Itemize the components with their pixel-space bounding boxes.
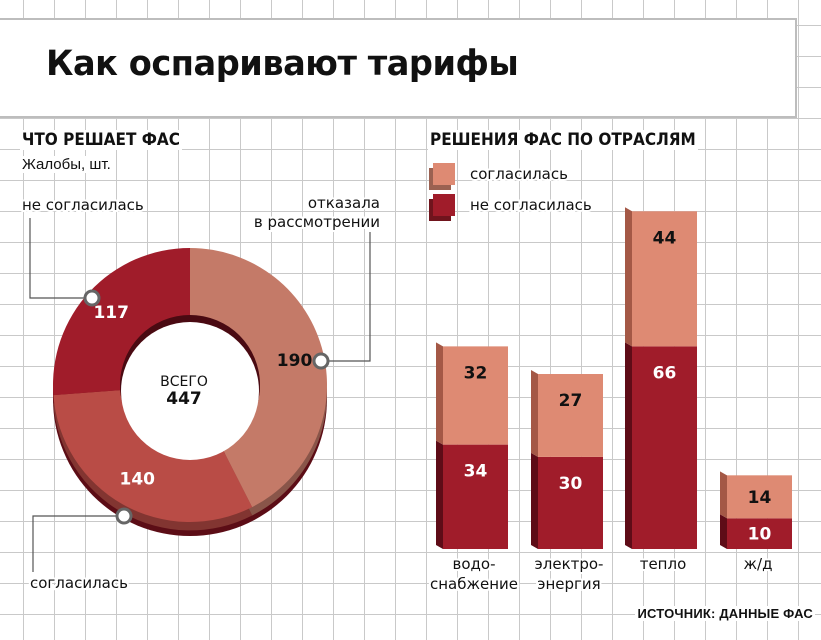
bar-value-dark-1: 30 (559, 474, 583, 494)
bar-segment-dark-1 (538, 456, 603, 549)
bar-segment-light-1 (538, 374, 603, 457)
callout-marker-disagreed (83, 289, 101, 307)
donut-value-label-1: 140 (119, 470, 155, 490)
bar-side-light-2 (625, 207, 632, 347)
bar-segment-dark-2 (632, 346, 697, 549)
callout-label-agreed: согласилась (30, 574, 128, 592)
callout-marker-refused (312, 352, 330, 370)
bar-value-light-2: 44 (653, 228, 677, 248)
legend-label-1: не согласилась (470, 196, 592, 214)
bar-side-light-3 (720, 471, 727, 519)
callout-marker-agreed (115, 507, 133, 525)
callout-label-refused-line2: в рассмотрении (254, 213, 380, 231)
bar-segment-light-3 (727, 475, 792, 519)
bar-category-label-1-1: энергия (537, 575, 600, 593)
bar-category-label-0-0: водо- (453, 555, 496, 573)
bar-category-label-0-1: снабжение (430, 575, 518, 593)
bar-category-label-1-0: электро- (535, 555, 604, 573)
donut-center-label: ВСЕГО (160, 374, 208, 390)
bar-value-light-3: 14 (748, 488, 772, 508)
donut-center-value: 447 (166, 389, 202, 409)
title-band (0, 18, 797, 118)
page-title: Как оспаривают тарифы (46, 44, 519, 84)
bar-segment-light-2 (632, 211, 697, 347)
bar-side-dark-2 (625, 342, 632, 549)
bar-segment-dark-0 (443, 444, 508, 549)
donut-slice-2 (52, 248, 190, 396)
bar-side-dark-3 (720, 514, 727, 549)
legend-swatch-1 (433, 194, 455, 216)
bar-category-label-2-0: тепло (640, 555, 687, 573)
callout-label-refused-line1: отказала (308, 194, 380, 212)
bar-side-light-0 (436, 342, 443, 445)
bar-segment-light-0 (443, 346, 508, 445)
donut-value-label-2: 117 (93, 303, 129, 323)
bar-side-light-1 (531, 370, 538, 457)
bar-segment-dark-3 (727, 518, 792, 549)
callout-line-disagreed (29, 218, 92, 299)
bar-value-dark-3: 10 (748, 525, 772, 545)
donut-value-label-0: 190 (277, 351, 313, 371)
bar-value-light-0: 32 (464, 363, 488, 383)
donut-slice-0 (190, 248, 328, 508)
pie-chart-title: ЧТО РЕШАЕТ ФАС (20, 130, 182, 150)
callout-line-refused (321, 232, 371, 362)
bar-value-dark-0: 34 (464, 462, 488, 482)
pie-chart-subtitle: Жалобы, шт. (20, 156, 113, 173)
bar-value-light-1: 27 (559, 391, 583, 411)
bar-side-dark-1 (531, 452, 538, 549)
donut-hole (121, 322, 259, 460)
callout-line-agreed (32, 515, 124, 572)
donut-slice-1 (53, 390, 253, 522)
bar-value-dark-2: 66 (653, 363, 677, 383)
legend-swatch-0 (433, 163, 455, 185)
bar-side-dark-0 (436, 440, 443, 549)
callout-label-disagreed: не согласилась (22, 196, 144, 214)
bar-category-label-3-0: ж/д (744, 555, 773, 573)
legend-label-0: согласилась (470, 165, 568, 183)
bar-chart-title: РЕШЕНИЯ ФАС ПО ОТРАСЛЯМ (428, 130, 698, 150)
source-note: ИСТОЧНИК: ДАННЫЕ ФАС (635, 606, 815, 621)
